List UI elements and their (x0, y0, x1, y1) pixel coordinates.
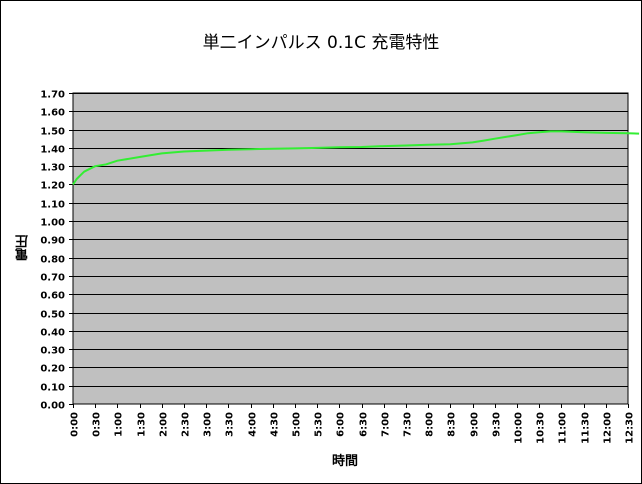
x-tick-label: 0:00 (70, 412, 81, 437)
x-tick-label: 4:00 (248, 412, 259, 437)
x-tick-label: 6:00 (336, 412, 347, 437)
series-line-0 (72, 130, 640, 186)
x-tick-label: 5:00 (292, 412, 303, 437)
y-tick-label: 0.90 (40, 236, 65, 247)
x-tick-label: 8:00 (425, 412, 436, 437)
x-tick-label: 0:30 (92, 412, 103, 437)
y-tick-label: 1.30 (40, 163, 65, 174)
x-tick-label: 6:30 (359, 412, 370, 437)
chart-title: 単二インパルス 0.1C 充電特性 (202, 33, 440, 53)
y-tick-label: 1.40 (40, 145, 65, 156)
x-tick-label: 12:00 (603, 412, 614, 444)
x-tick-label: 9:30 (492, 412, 503, 437)
x-tick-label: 9:00 (470, 412, 481, 437)
y-tick-label: 0.20 (40, 364, 65, 375)
x-tick-label: 4:30 (270, 412, 281, 437)
x-tick-label: 7:00 (381, 412, 392, 437)
y-tick-label: 1.50 (40, 127, 65, 138)
x-tick-label: 11:00 (558, 412, 569, 444)
plot-area (72, 92, 629, 405)
y-tick-label: 1.10 (40, 200, 65, 211)
x-tick-label: 10:00 (514, 412, 525, 444)
y-tick-label: 0.50 (40, 310, 65, 321)
y-tick-label: 0.80 (40, 255, 65, 266)
x-tick-label: 3:30 (225, 412, 236, 437)
x-tick-label: 2:30 (181, 412, 192, 437)
y-tick-label: 1.60 (40, 108, 65, 119)
y-tick-label: 0.30 (40, 346, 65, 357)
y-tick-label: 0.60 (40, 291, 65, 302)
x-tick-label: 5:30 (314, 412, 325, 437)
y-tick-label: 1.00 (40, 218, 65, 229)
x-tick-label: 12:30 (625, 412, 636, 444)
x-tick-label: 7:30 (403, 412, 414, 437)
x-tick-label: 1:00 (114, 412, 125, 437)
x-tick-label: 11:30 (581, 412, 592, 444)
x-tick-label: 2:00 (159, 412, 170, 437)
y-tick-label: 0.70 (40, 273, 65, 284)
x-tick-label: 10:30 (536, 412, 547, 444)
x-tick-label: 8:30 (447, 412, 458, 437)
y-tick-label: 0.00 (40, 401, 65, 412)
x-tick-label: 3:00 (203, 412, 214, 437)
y-tick-label: 0.40 (40, 328, 65, 339)
x-tick-label: 1:30 (137, 412, 148, 437)
y-tick-label: 0.10 (40, 383, 65, 394)
y-tick-label: 1.20 (40, 181, 65, 192)
x-axis-label: 時間 (331, 454, 358, 469)
y-tick-label: 1.70 (40, 90, 65, 101)
